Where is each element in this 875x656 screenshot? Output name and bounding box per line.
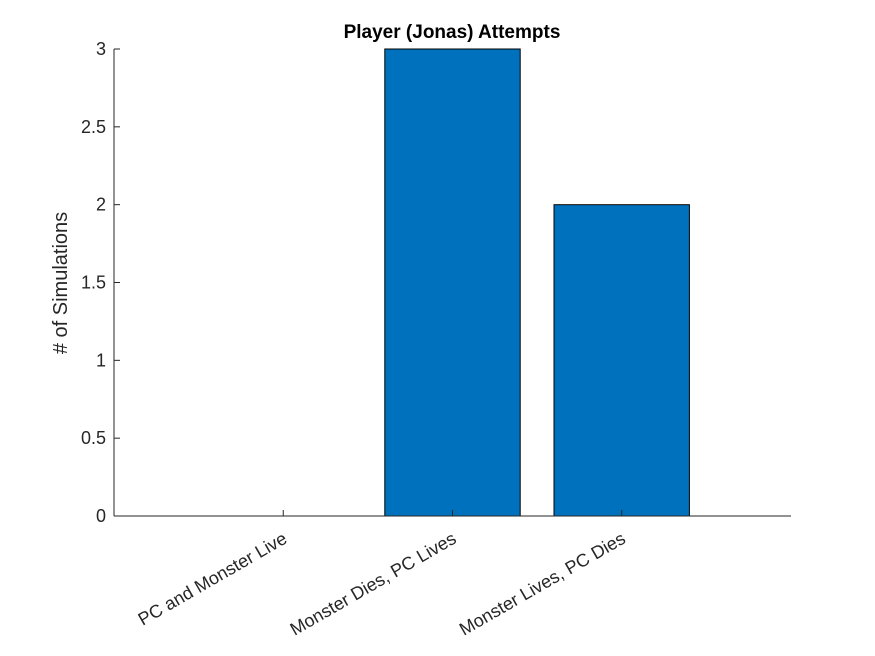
- y-tick-label: 1: [96, 350, 106, 370]
- y-tick-label: 2: [96, 195, 106, 215]
- y-tick-label: 3: [96, 39, 106, 59]
- y-ticks-group: 0 0.5 1 1.5 2 2.5 3: [81, 39, 120, 526]
- y-tick-label: 1.5: [81, 273, 106, 293]
- bars-group: [384, 48, 690, 517]
- y-axis-label: # of Simulations: [50, 212, 72, 354]
- chart-title: Player (Jonas) Attempts: [344, 22, 561, 43]
- bar-2: [384, 48, 521, 517]
- y-tick-label: 2.5: [81, 117, 106, 137]
- y-tick-label: 0: [96, 506, 106, 526]
- bar-3: [553, 204, 690, 517]
- y-tick-label: 0.5: [81, 428, 106, 448]
